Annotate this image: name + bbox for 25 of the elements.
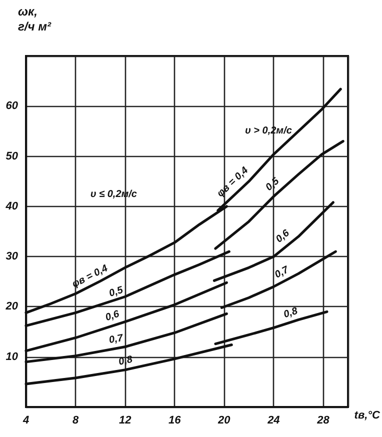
annotation: 0,7 <box>273 264 291 281</box>
annotation: 0,5 <box>264 176 282 194</box>
annotation: 0,7 <box>108 332 124 346</box>
annotation: 0,5 <box>108 284 125 300</box>
annotation: 0,8 <box>118 354 134 368</box>
y-tick-label: 40 <box>4 200 19 212</box>
x-tick-label: 4 <box>22 414 30 426</box>
x-axis-title: tв,°C <box>354 410 382 422</box>
y-tick-label: 20 <box>4 300 19 313</box>
x-tick-label: 12 <box>118 414 132 426</box>
y-tick-label: 50 <box>6 150 19 162</box>
y-tick-label: 30 <box>6 250 19 263</box>
annotation: φв = 0,4 <box>215 164 251 200</box>
y-axis-title: ωк, г/ч м² <box>18 4 52 34</box>
x-tick-label: 8 <box>72 414 80 426</box>
y-tick-label: 10 <box>6 350 19 363</box>
x-tick-label: 20 <box>217 414 232 426</box>
x-tick-label: 28 <box>316 414 330 426</box>
y-tick-label: 60 <box>6 100 19 112</box>
x-tick-label: 16 <box>168 414 182 426</box>
x-tick-label: 24 <box>266 414 280 426</box>
annotation: φв = 0,4 <box>70 262 110 290</box>
annotation: 0,6 <box>104 308 122 324</box>
annotation: 0,8 <box>282 306 300 321</box>
annotation: 0,6 <box>274 228 292 246</box>
